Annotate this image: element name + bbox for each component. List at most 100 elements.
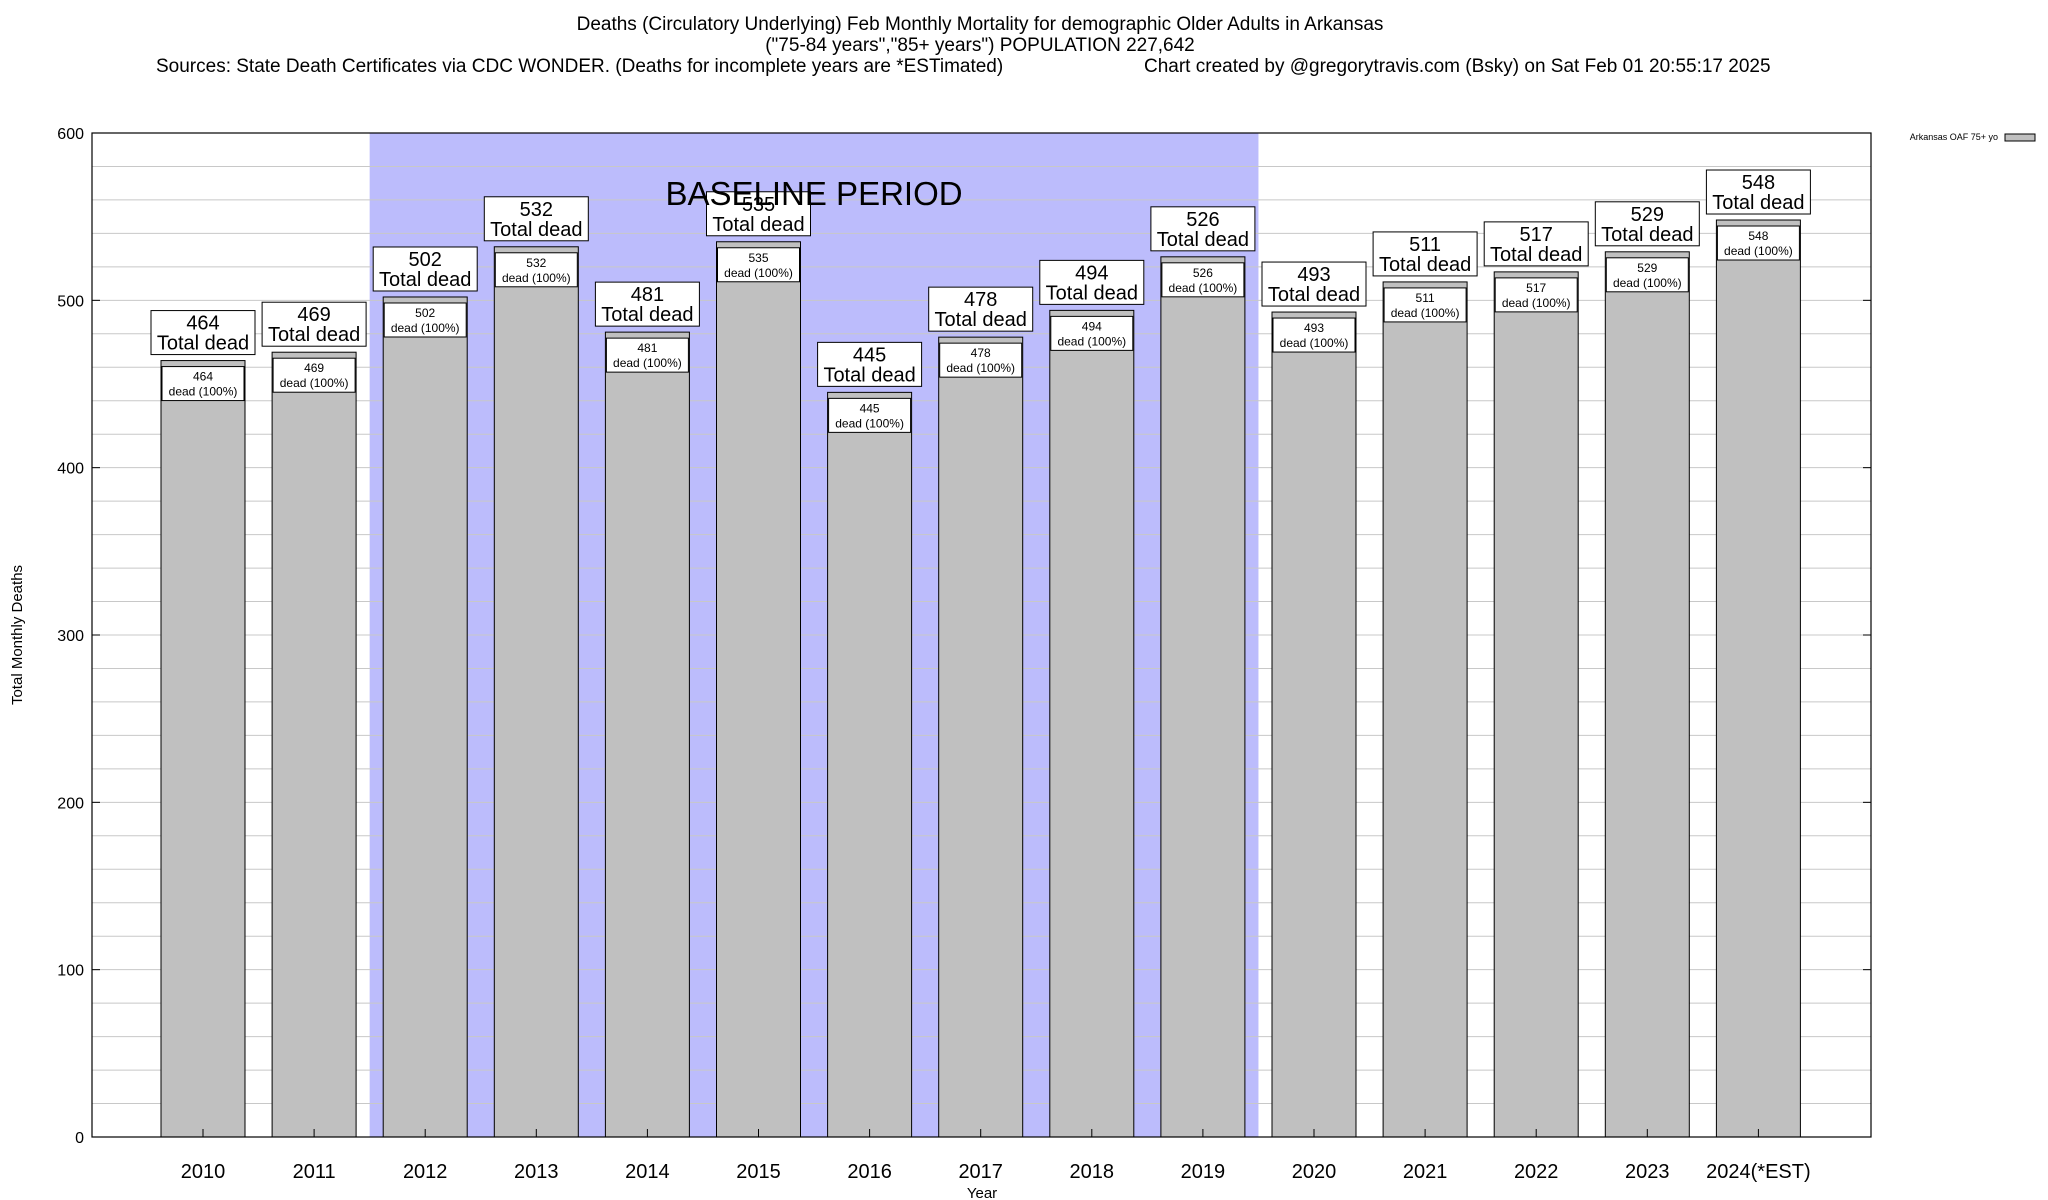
bar-total-caption: Total dead xyxy=(935,309,1027,331)
x-tick-label: 2018 xyxy=(1070,1161,1115,1183)
bar-inner-label-box xyxy=(494,252,578,288)
bar-total-value: 469 xyxy=(297,304,330,326)
x-tick-label: 2021 xyxy=(1403,1161,1448,1183)
bar-inner-caption: dead (100%) xyxy=(1169,281,1238,295)
chart-title-line-2: ("75-84 years","85+ years") POPULATION 2… xyxy=(765,35,1195,56)
bar-total-value: 481 xyxy=(631,284,664,306)
bar-total-value: 511 xyxy=(1409,234,1441,256)
bar-total-label-box xyxy=(817,341,923,387)
bar-total-label-box xyxy=(1483,221,1589,267)
x-tick-label: 2014 xyxy=(625,1161,670,1183)
bar-total-label-box xyxy=(483,196,589,242)
bar-total-caption: Total dead xyxy=(490,219,582,241)
bar-total-label-box xyxy=(706,191,811,237)
y-tick-label: 300 xyxy=(57,628,84,645)
x-axis-label: Year xyxy=(967,1185,997,1200)
bar-total-label-box xyxy=(150,310,256,356)
legend-swatch xyxy=(2004,133,2036,142)
y-tick-label: 200 xyxy=(57,795,84,812)
bar-total-caption: Total dead xyxy=(1490,244,1582,266)
x-tick-label: 2017 xyxy=(958,1161,1003,1183)
x-tick-label: 2012 xyxy=(403,1161,448,1183)
bar-inner-value: 502 xyxy=(415,306,435,320)
bar-inner-label-box xyxy=(1272,317,1356,353)
bar-inner-caption: dead (100%) xyxy=(391,321,460,335)
x-tick-label: 2022 xyxy=(1514,1161,1559,1183)
x-tick-label: 2016 xyxy=(847,1161,892,1183)
y-tick-label: 500 xyxy=(57,293,84,310)
bar-inner-value: 517 xyxy=(1526,281,1546,295)
bar-inner-caption: dead (100%) xyxy=(280,376,349,390)
bar-inner-value: 445 xyxy=(860,401,880,415)
bar-total-label-box xyxy=(1594,201,1700,247)
bar-inner-value: 535 xyxy=(748,251,768,265)
bar-inner-value: 469 xyxy=(304,361,324,375)
plot-frame xyxy=(91,132,1872,1138)
bar-inner-caption: dead (100%) xyxy=(1502,296,1571,310)
bar-inner-label-box xyxy=(605,337,689,373)
bar-total-caption: Total dead xyxy=(1157,229,1249,251)
x-tick-label: 2011 xyxy=(293,1161,336,1183)
bar-inner-caption: dead (100%) xyxy=(1280,336,1349,350)
bar-total-label-box xyxy=(1039,259,1145,305)
bar xyxy=(604,331,690,1138)
y-tick-label: 400 xyxy=(57,461,84,478)
bar-total-caption: Total dead xyxy=(1601,224,1693,246)
bar-total-value: 532 xyxy=(520,199,553,221)
bar xyxy=(1715,219,1801,1138)
bar-total-value: 478 xyxy=(964,289,997,311)
y-tick-label: 100 xyxy=(57,963,84,980)
bar-inner-caption: dead (100%) xyxy=(1613,276,1682,290)
bar-inner-caption: dead (100%) xyxy=(946,361,1015,375)
chart-title-line-1: Deaths (Circulatory Underlying) Feb Mont… xyxy=(577,14,1384,35)
bar xyxy=(1382,281,1468,1138)
bar-inner-label-box xyxy=(1494,277,1578,313)
bar-total-label-box xyxy=(261,301,367,347)
bar-inner-value: 529 xyxy=(1637,261,1657,275)
bar-total-value: 445 xyxy=(853,344,886,366)
bar-inner-value: 511 xyxy=(1416,291,1435,305)
bar xyxy=(1493,271,1579,1138)
bar-total-value: 464 xyxy=(186,313,219,335)
bar xyxy=(493,246,579,1138)
bar-inner-label-box xyxy=(1605,257,1689,293)
bar xyxy=(1604,251,1690,1138)
bar xyxy=(1160,256,1246,1138)
x-tick-label: 2015 xyxy=(736,1161,781,1183)
bar-total-label-box xyxy=(1372,231,1478,277)
bar-total-caption: Total dead xyxy=(823,364,915,386)
bar-total-caption: Total dead xyxy=(712,214,804,236)
x-tick-label: 2024(*EST) xyxy=(1706,1161,1811,1183)
bar-total-caption: Total dead xyxy=(379,269,471,291)
bar-inner-value: 532 xyxy=(526,256,546,270)
bar-inner-caption: dead (100%) xyxy=(169,385,238,399)
bar-inner-label-box xyxy=(1161,262,1245,298)
chart-credit: Chart created by @gregorytravis.com (Bsk… xyxy=(1144,56,1771,77)
bar-inner-label-box xyxy=(939,342,1023,378)
bar-total-label-box xyxy=(1261,261,1367,307)
bar-total-caption: Total dead xyxy=(268,324,360,346)
bar-total-value: 526 xyxy=(1186,209,1219,231)
bar-inner-value: 481 xyxy=(637,341,657,355)
bar xyxy=(160,360,246,1138)
x-tick-label: 2019 xyxy=(1181,1161,1226,1183)
bar-total-value: 535 xyxy=(742,194,775,216)
bar-total-value: 517 xyxy=(1520,224,1553,246)
bar-inner-value: 548 xyxy=(1748,229,1768,243)
bar-inner-value: 478 xyxy=(971,346,991,360)
bar-inner-label-box xyxy=(717,247,800,283)
bar-total-value: 529 xyxy=(1631,204,1664,226)
bar-total-value: 548 xyxy=(1742,172,1775,194)
bar-total-label-box xyxy=(1705,169,1811,215)
bar-inner-caption: dead (100%) xyxy=(502,271,571,285)
bar-inner-caption: dead (100%) xyxy=(724,266,793,280)
x-tick-label: 2020 xyxy=(1292,1161,1337,1183)
bar-inner-value: 526 xyxy=(1193,266,1213,280)
bar-inner-caption: dead (100%) xyxy=(1057,334,1126,348)
bar-total-label-box xyxy=(594,281,700,327)
bar-total-caption: Total dead xyxy=(601,304,693,326)
bar-inner-label-box xyxy=(383,302,467,338)
y-axis-label: Total Monthly Deaths xyxy=(9,565,26,705)
bar-inner-caption: dead (100%) xyxy=(1391,306,1460,320)
bar xyxy=(382,296,468,1138)
